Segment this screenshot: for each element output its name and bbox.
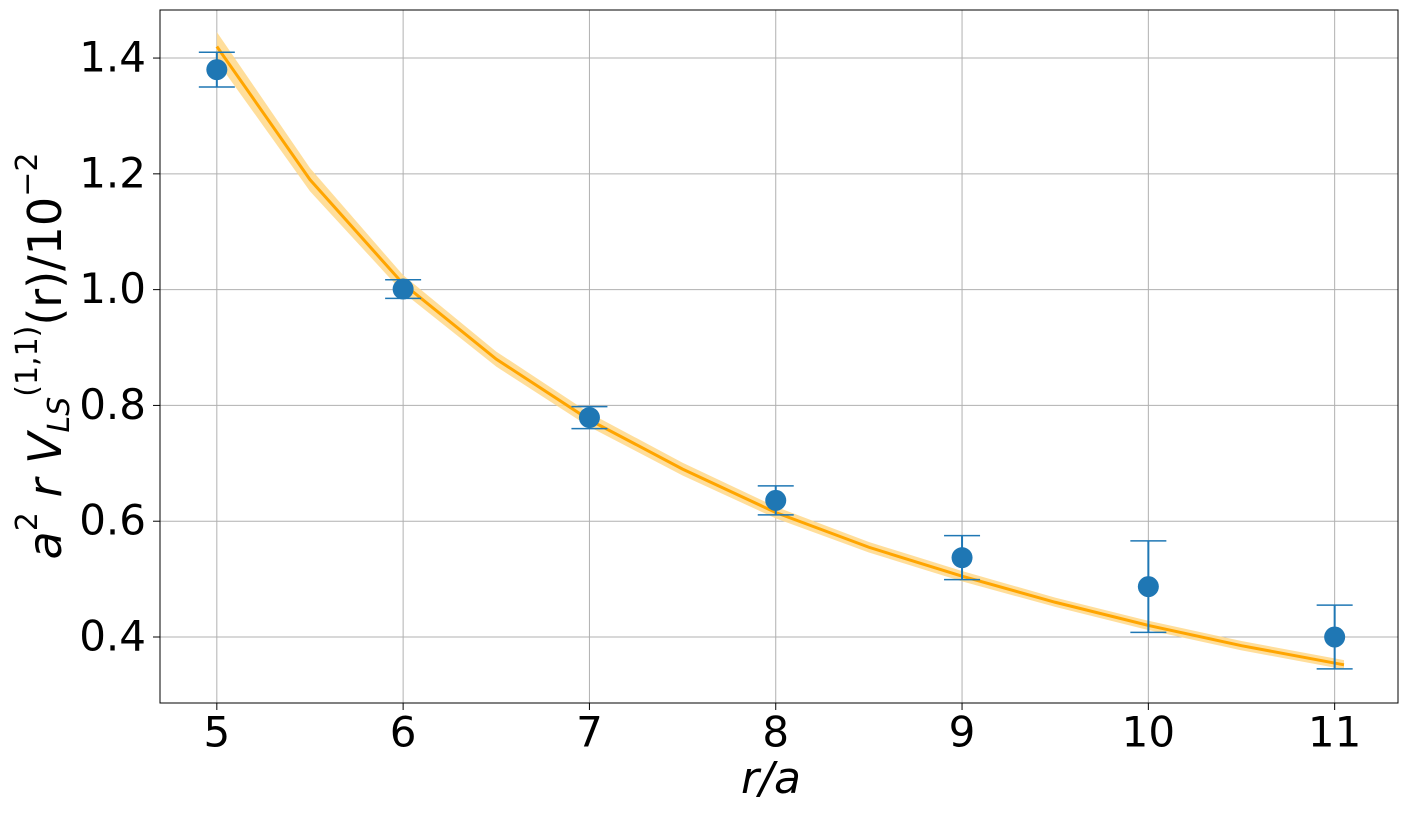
data-point bbox=[1324, 626, 1346, 648]
x-tick-label: 9 bbox=[949, 708, 976, 757]
y-tick-label: 0.8 bbox=[79, 380, 146, 429]
y-label-part: (1,1) bbox=[10, 326, 45, 397]
fit-line bbox=[215, 45, 1345, 667]
data-point bbox=[951, 547, 973, 569]
y-tick-label: 1.0 bbox=[79, 264, 146, 313]
x-tick-label: 8 bbox=[762, 708, 789, 757]
plot-frame bbox=[159, 9, 1399, 704]
y-label-part: LS bbox=[42, 397, 77, 433]
data-point bbox=[392, 278, 414, 300]
x-tick-label: 6 bbox=[390, 708, 417, 757]
y-label-part: −2 bbox=[10, 153, 45, 197]
y-label-part: a bbox=[18, 531, 72, 559]
y-axis-label: a2 r VLS(1,1)(r)/10−2 bbox=[10, 153, 77, 560]
y-tick-label: 0.4 bbox=[79, 612, 146, 661]
y-tick-label: 0.6 bbox=[79, 496, 146, 545]
y-label-part: (r)/10 bbox=[18, 197, 72, 326]
x-tick-label: 11 bbox=[1308, 708, 1361, 757]
y-tick-label: 1.2 bbox=[79, 148, 146, 197]
data-point bbox=[765, 489, 787, 511]
x-axis-label: r/a bbox=[741, 753, 801, 804]
x-tick-label: 10 bbox=[1122, 708, 1175, 757]
y-tick-label: 1.4 bbox=[79, 33, 146, 82]
y-label-part: 2 bbox=[10, 512, 45, 531]
x-tick-label: 5 bbox=[203, 708, 230, 757]
fit-band bbox=[216, 32, 1344, 670]
data-point bbox=[578, 407, 600, 429]
y-label-part: r V bbox=[18, 429, 72, 512]
data-point bbox=[1137, 576, 1159, 598]
x-tick-label: 7 bbox=[576, 708, 603, 757]
data-point bbox=[206, 59, 228, 81]
